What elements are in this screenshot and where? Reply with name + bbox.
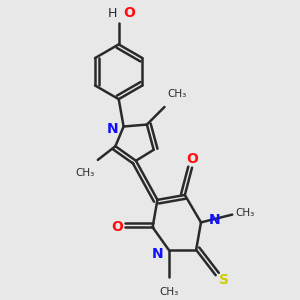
Text: CH₃: CH₃ <box>159 287 178 297</box>
Text: CH₃: CH₃ <box>235 208 254 218</box>
Text: O: O <box>112 220 123 234</box>
Text: S: S <box>218 273 229 287</box>
Text: O: O <box>186 152 198 166</box>
Text: N: N <box>209 214 220 227</box>
Text: CH₃: CH₃ <box>76 168 95 178</box>
Text: CH₃: CH₃ <box>167 89 187 99</box>
Text: N: N <box>152 247 164 261</box>
Text: O: O <box>124 6 136 20</box>
Text: N: N <box>107 122 119 136</box>
Text: H: H <box>107 7 117 20</box>
